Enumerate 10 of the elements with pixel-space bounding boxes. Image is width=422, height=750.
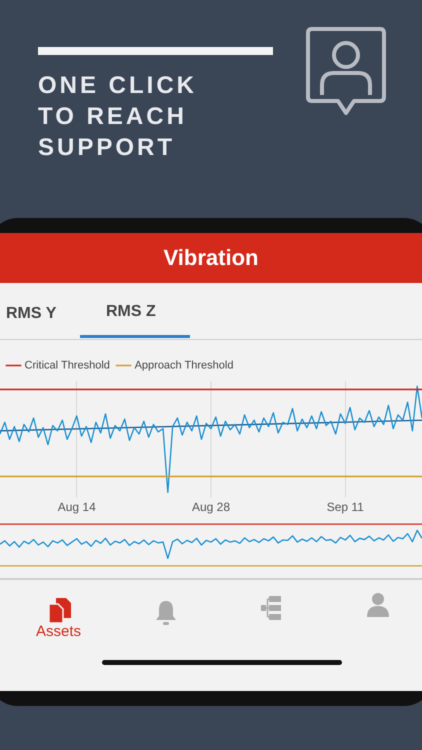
x-tick-label: Sep 11 <box>326 500 364 514</box>
x-tick-label: Aug 28 <box>192 500 230 514</box>
text: RMS Z <box>106 303 156 321</box>
chart-title: ONE CLICK TO REACH SUPPORT <box>38 71 198 163</box>
legend-label: Critical Threshold <box>24 360 110 372</box>
text: RMS Y <box>6 305 56 323</box>
text: Assets <box>36 623 82 640</box>
x-tick-label: Aug 14 <box>58 500 96 514</box>
chart-subtitle: Vibration <box>0 233 422 283</box>
legend-label: Approach Threshold <box>134 360 234 372</box>
